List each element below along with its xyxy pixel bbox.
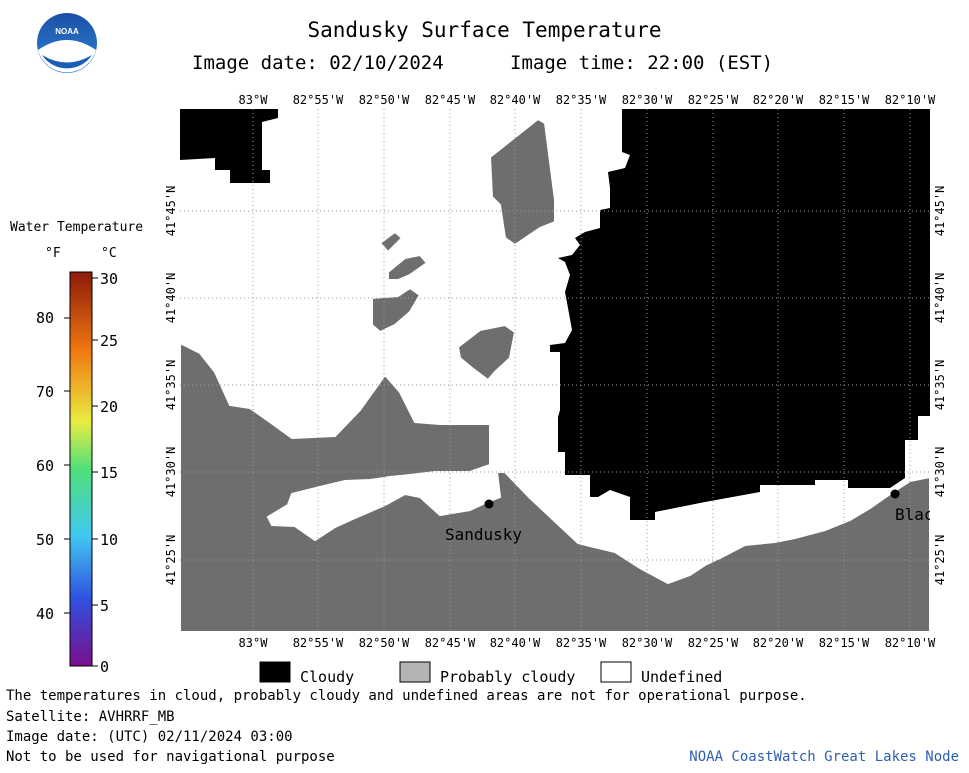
cloudy-region: [550, 109, 930, 520]
footer-credit-link[interactable]: NOAA CoastWatch Great Lakes Node: [689, 749, 959, 765]
cloudy-label: Cloudy: [300, 668, 354, 686]
cloudy-swatch: [259, 661, 291, 683]
lon-label: 82°45'W: [425, 636, 476, 650]
lon-label: 82°50'W: [359, 636, 410, 650]
lat-label: 41°45'N: [164, 186, 178, 237]
lon-label: 82°15'W: [819, 93, 870, 107]
lon-label: 82°25'W: [688, 636, 739, 650]
lon-label: 82°15'W: [819, 636, 870, 650]
lon-label: 82°55'W: [293, 636, 344, 650]
c-tick: 0: [100, 658, 109, 676]
lon-label: 82°40'W: [490, 636, 541, 650]
lon-label: 82°40'W: [490, 93, 541, 107]
lon-label: 83°W: [239, 636, 269, 650]
footer-disclaimer: The temperatures in cloud, probably clou…: [6, 688, 807, 704]
lon-label: 82°10'W: [885, 93, 936, 107]
noaa-logo-text: NOAA: [55, 27, 79, 36]
lon-label: 82°55'W: [293, 93, 344, 107]
lon-labels-top: 83°W 82°55'W 82°50'W 82°45'W 82°40'W 82°…: [239, 93, 937, 107]
probably-cloudy-patch: [387, 253, 429, 281]
lon-label: 82°35'W: [556, 636, 607, 650]
lon-label: 82°35'W: [556, 93, 607, 107]
f-tick: 50: [36, 531, 54, 549]
image-date: Image date: 02/10/2024: [192, 52, 444, 74]
f-tick: 80: [36, 309, 54, 327]
lon-label: 82°10'W: [885, 636, 936, 650]
cloudy-region: [180, 109, 278, 183]
c-tick: 25: [100, 332, 118, 350]
c-tick: 15: [100, 464, 118, 482]
undefined-label: Undefined: [641, 668, 722, 686]
place-label-sandusky: Sandusky: [445, 525, 522, 544]
lon-labels-bottom: 83°W 82°55'W 82°50'W 82°45'W 82°40'W 82°…: [239, 636, 937, 650]
lat-labels-left: 41°45'N 41°40'N 41°35'N 41°30'N 41°25'N: [164, 186, 178, 586]
lon-label: 82°30'W: [622, 636, 673, 650]
sandusky-marker: [484, 499, 494, 509]
probably-cloudy-patch: [488, 117, 556, 247]
c-tick: 10: [100, 531, 118, 549]
lon-label: 83°W: [239, 93, 269, 107]
probably-cloudy-swatch: [399, 661, 431, 683]
noaa-logo: NOAA: [37, 13, 97, 73]
lat-label: 41°25'N: [933, 535, 947, 586]
lon-label: 82°30'W: [622, 93, 673, 107]
image-time: Image time: 22:00 (EST): [510, 52, 774, 74]
footer-nav-warning: Not to be used for navigational purpose: [6, 749, 335, 765]
lat-label: 41°45'N: [933, 186, 947, 237]
lon-label: 82°25'W: [688, 93, 739, 107]
f-tick: 70: [36, 383, 54, 401]
c-tick: 5: [100, 597, 109, 615]
probably-cloudy-patch: [456, 323, 517, 382]
lat-labels-right: 41°45'N 41°40'N 41°35'N 41°30'N 41°25'N: [933, 186, 947, 586]
footer-satellite: Satellite: AVHRRF_MB: [6, 709, 175, 725]
probably-cloudy-patch: [378, 230, 404, 254]
lon-label: 82°50'W: [359, 93, 410, 107]
lat-label: 41°30'N: [933, 447, 947, 498]
lat-label: 41°25'N: [164, 535, 178, 586]
lat-label: 41°35'N: [933, 360, 947, 411]
undefined-swatch: [600, 661, 632, 683]
c-tick: 30: [100, 270, 118, 288]
blac-marker: [890, 489, 900, 499]
lat-label: 41°35'N: [164, 360, 178, 411]
place-label-blac: Blac: [895, 505, 934, 524]
unit-celsius: °C: [101, 246, 117, 261]
page-title: Sandusky Surface Temperature: [307, 18, 662, 42]
lon-label: 82°45'W: [425, 93, 476, 107]
probably-cloudy-label: Probably cloudy: [440, 668, 575, 686]
c-tick: 20: [100, 398, 118, 416]
lat-label: 41°40'N: [933, 273, 947, 324]
temperature-colorbar: 80 70 60 50 40 30 25 20 15 10 5 0 °F °C: [36, 246, 118, 676]
footer-utc-date: Image date: (UTC) 02/11/2024 03:00: [6, 729, 293, 745]
lon-label: 82°20'W: [753, 636, 804, 650]
unit-fahrenheit: °F: [45, 246, 61, 261]
legend-title: Water Temperature: [10, 220, 144, 235]
lat-label: 41°30'N: [164, 447, 178, 498]
map-area: Sandusky Blac: [180, 109, 934, 632]
f-tick: 60: [36, 457, 54, 475]
classification-key: Cloudy Probably cloudy Undefined: [259, 661, 722, 686]
f-tick: 40: [36, 605, 54, 623]
lat-label: 41°40'N: [164, 273, 178, 324]
lon-label: 82°20'W: [753, 93, 804, 107]
map-grid: [180, 109, 930, 632]
